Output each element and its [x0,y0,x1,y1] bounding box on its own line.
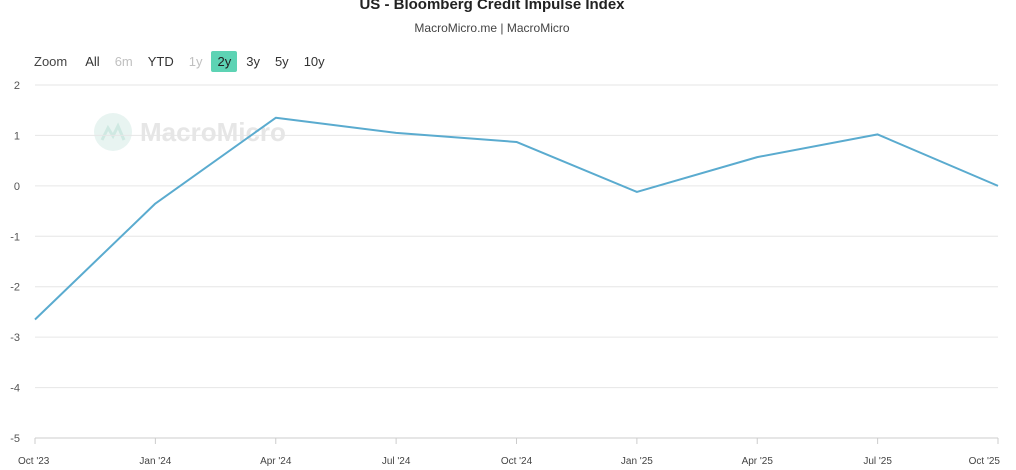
y-tick-label: 2 [14,80,20,92]
y-tick-label: 0 [14,181,20,193]
x-tick-label: Oct '25 [969,456,1001,467]
x-tick-label: Jan '25 [621,456,653,467]
x-tick-label: Jan '24 [139,456,171,467]
y-tick-label: -2 [10,282,20,294]
range-button-1y[interactable]: 1y [188,53,203,69]
zoom-label: Zoom [34,53,68,69]
range-button-10y[interactable]: 10y [303,53,325,69]
y-tick-label: -5 [10,433,20,445]
x-axis: Oct '23 Jan '24 Apr '24 Jul '24 Oct '24 Jan '… [18,437,1001,467]
y-tick-label: -1 [10,231,20,243]
y-tick-label: 1 [14,130,20,142]
range-button-ytd[interactable]: YTD [147,53,174,69]
x-tick-label: Apr '24 [260,456,292,467]
y-tick-label: -4 [10,383,20,395]
range-button-6m[interactable]: 6m [114,53,133,69]
watermark-text: MacroMicro [140,117,286,147]
range-button-all[interactable]: All [85,53,100,69]
x-tick-label: Apr '25 [742,456,774,467]
y-tick-label: -3 [10,332,20,344]
y-axis: 2 1 0 -1 -2 -3 -4 -5 [10,80,20,445]
range-selector: Zoom All 6m YTD 1y 2y 3y 5y 10y [30,50,334,72]
watermark: MacroMicro [94,113,286,151]
range-button-2y[interactable]: 2y [211,50,238,72]
range-button-3y[interactable]: 3y [246,53,260,69]
x-tick-label: Jul '25 [863,456,892,467]
chart-title: US - Bloomberg Credit Impulse Index [359,0,625,13]
chart-subtitle: MacroMicro.me | MacroMicro [414,21,570,35]
x-tick-label: Oct '24 [501,456,533,467]
macromicro-logo-icon [94,113,132,151]
x-tick-label: Oct '23 [18,456,50,467]
series-line [34,116,999,321]
series-layer [34,116,999,321]
range-button-5y[interactable]: 5y [274,53,289,69]
x-tick-label: Jul '24 [382,456,411,467]
